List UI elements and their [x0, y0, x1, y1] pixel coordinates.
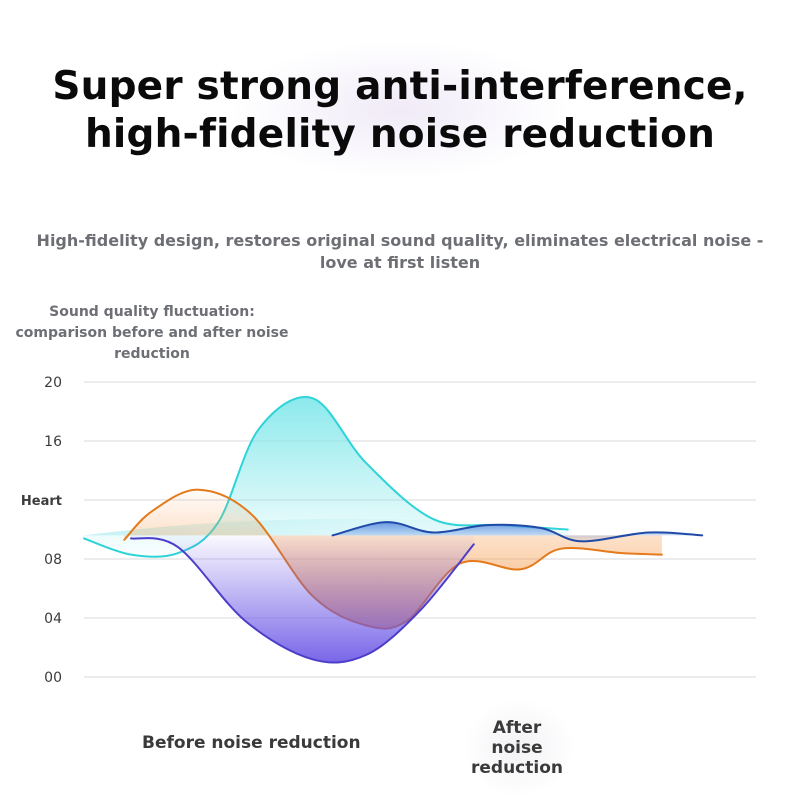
- series-2-line: [130, 537, 475, 664]
- series-3-line: [331, 521, 704, 543]
- legend-after-line-3: reduction: [471, 758, 563, 778]
- subtitle: High-fidelity design, restores original …: [20, 230, 780, 274]
- y-tick-label-2: Heart: [21, 494, 62, 509]
- y-tick-label-5: 00: [44, 670, 62, 686]
- page-title-line-1: Super strong anti-interference,: [52, 64, 748, 109]
- y-tick-label-3: 08: [44, 552, 62, 568]
- chart-panel-label: Sound quality fluctuation: comparison be…: [14, 302, 290, 365]
- legend-after-line-2: noise: [491, 738, 543, 758]
- panel-label-line-2: comparison before and after noise: [15, 325, 289, 341]
- legend-before-noise-reduction: Before noise reduction: [142, 733, 361, 753]
- series-3-area: [332, 522, 703, 542]
- y-tick-label-1: 16: [44, 434, 62, 450]
- series-2-area: [131, 535, 474, 663]
- title-glow: [230, 40, 570, 180]
- subtitle-line-2: love at first listen: [319, 253, 481, 272]
- y-tick-label-0: 20: [44, 375, 62, 391]
- series-0-area: [84, 397, 568, 557]
- subtitle-line-1: High-fidelity design, restores original …: [36, 231, 764, 250]
- panel-label-line-3: reduction: [114, 346, 190, 362]
- legend-after-line-1: After: [492, 718, 542, 738]
- panel-label-line-1: Sound quality fluctuation:: [49, 304, 255, 320]
- page-title-line-2: high-fidelity noise reduction: [84, 112, 716, 157]
- y-tick-label-4: 04: [44, 611, 62, 627]
- legend-after-glow: [464, 700, 574, 796]
- legend-after-noise-reduction: After noise reduction: [452, 718, 582, 778]
- series-0-line: [83, 396, 569, 558]
